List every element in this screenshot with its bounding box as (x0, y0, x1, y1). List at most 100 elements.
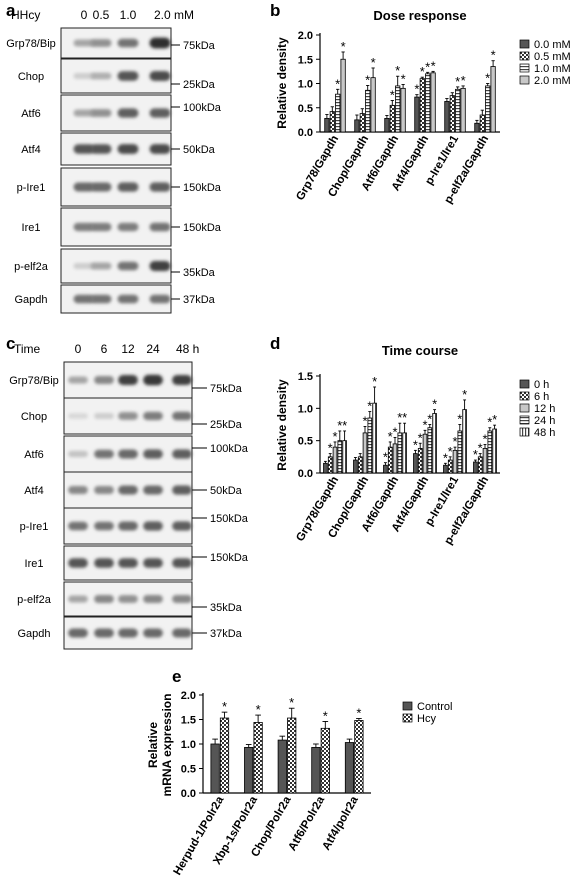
protein-label: p-Ire1 (20, 521, 49, 533)
marker-label: 150kDa (210, 513, 249, 525)
bar (389, 104, 395, 133)
lane-label: 24 (146, 342, 160, 356)
significance-star: * (335, 76, 340, 91)
y-tick-label: 1.0 (298, 403, 313, 415)
bar (210, 743, 220, 794)
bar (430, 72, 436, 133)
significance-star: * (420, 64, 425, 79)
blot-band (118, 412, 138, 420)
marker-label: 50kDa (183, 144, 216, 156)
significance-star: * (365, 72, 370, 87)
blot-row: p-elf2a 35kDa (17, 581, 243, 617)
blot-band (172, 411, 192, 421)
blot-band (149, 294, 171, 304)
blot-band (118, 374, 138, 386)
significance-star: * (485, 71, 490, 86)
significance-star: * (341, 39, 346, 54)
panel-b-letter: b (270, 1, 281, 20)
blot-band (90, 222, 112, 232)
legend-swatch (402, 701, 413, 711)
significance-star: * (222, 699, 227, 714)
western-blot-panel-c: Time 0 6 12 24 48 h Grp78/Bip 75kDa Chop 25kDa Atf… (9, 342, 249, 650)
significance-star: * (332, 429, 337, 444)
legend-label: 24 h (534, 415, 555, 427)
legend-label: 0.0 mM (534, 39, 571, 51)
significance-star: * (402, 410, 407, 425)
treatment-label: HHcy (11, 8, 40, 22)
blot-band (143, 628, 163, 638)
y-tick-label: 0.5 (298, 103, 313, 115)
legend-swatch (519, 403, 530, 413)
panel-a-letter: a (6, 1, 16, 20)
marker-label: 150kDa (210, 552, 249, 564)
lane-label: 0 (81, 8, 88, 22)
significance-star: * (289, 695, 294, 710)
significance-star: * (390, 87, 395, 102)
blot-row: Ire1 150kDa (22, 207, 222, 247)
blot-band (149, 71, 171, 81)
blot-band (117, 144, 139, 154)
y-tick-label: 1.0 (298, 79, 313, 91)
y-tick-label: 0.0 (298, 127, 313, 139)
bar (474, 122, 480, 133)
bar (487, 430, 493, 474)
bar (353, 459, 358, 474)
lane-label: 12 (121, 342, 135, 356)
bar (397, 432, 403, 474)
significance-star: * (478, 441, 483, 456)
legend-swatch (519, 39, 530, 49)
y-axis-label: Relative density (275, 379, 289, 471)
protein-label: p-elf2a (17, 594, 52, 606)
blot-row: Chop 25kDa (21, 397, 243, 435)
protein-label: Gapdh (17, 628, 50, 640)
legend-swatch (519, 427, 530, 437)
blot-band (118, 628, 138, 638)
marker-label: 75kDa (183, 40, 216, 52)
lane-label: 1.0 (120, 8, 137, 22)
blot-band (73, 222, 95, 232)
bar-chart-d: Time course Relative density 0.0 0.5 1.0 1.5 *… (275, 343, 555, 547)
bar (365, 89, 371, 133)
significance-star: * (482, 432, 487, 447)
protein-label: p-elf2a (14, 261, 49, 273)
significance-star: * (356, 706, 361, 721)
significance-star: * (425, 59, 430, 74)
marker-label: 150kDa (183, 222, 222, 234)
blot-band (68, 376, 88, 384)
blot-band (143, 521, 163, 531)
significance-star: * (337, 418, 342, 433)
bar (219, 717, 230, 794)
blot-band (143, 558, 163, 568)
bar (457, 430, 463, 474)
protein-label: Atf6 (24, 449, 44, 461)
y-axis-label: Relative (146, 722, 160, 768)
significance-star: * (448, 444, 453, 459)
blot-band (143, 485, 163, 495)
y-tick-label: 2.0 (298, 30, 313, 42)
marker-label: 37kDa (210, 628, 243, 640)
significance-star: * (431, 58, 436, 73)
bar (337, 440, 343, 474)
protein-label: Grp78/Bip (9, 375, 59, 387)
bar (485, 85, 491, 133)
protein-label: Atf6 (21, 108, 41, 120)
blot-band (90, 182, 112, 192)
panel-d-letter: d (270, 334, 281, 353)
bar (447, 459, 453, 474)
bar (362, 432, 368, 474)
blot-band (149, 260, 171, 272)
significance-star: * (492, 412, 497, 427)
bar (419, 78, 425, 133)
bar (332, 446, 338, 474)
marker-label: 35kDa (210, 602, 243, 614)
protein-label: Gapdh (14, 294, 47, 306)
bar (370, 77, 376, 133)
bar (417, 448, 423, 474)
bar (477, 456, 483, 474)
legend-label: 2.0 mM (534, 75, 571, 87)
blot-band (149, 37, 171, 49)
legend-swatch (402, 713, 413, 723)
significance-star: * (388, 429, 393, 444)
lane-label: 6 (101, 342, 108, 356)
bar (400, 87, 406, 133)
